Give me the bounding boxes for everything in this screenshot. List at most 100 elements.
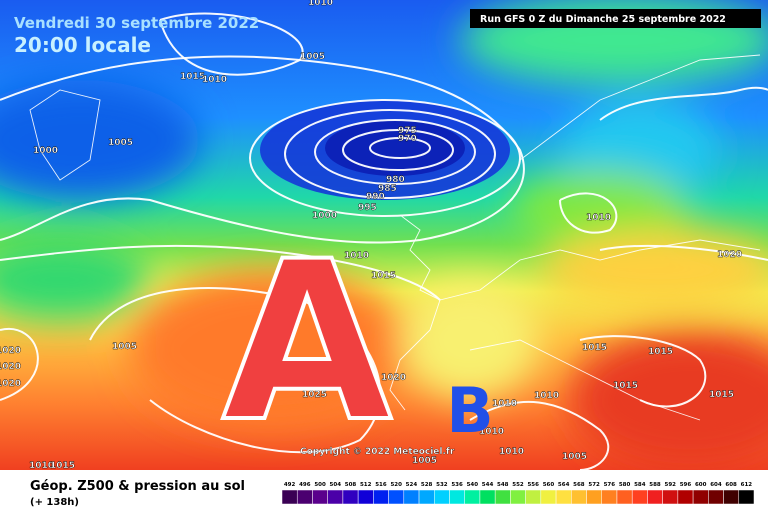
scale-cell — [616, 489, 633, 505]
scale-cell — [342, 489, 359, 505]
scale-cell — [525, 489, 542, 505]
scale-label: 536 — [451, 482, 463, 488]
isobar-label: 1010 — [308, 0, 333, 8]
isobar-label: 1005 — [108, 138, 133, 148]
copyright: Copyright © 2022 Meteociel.fr — [300, 447, 455, 457]
scale-label: 540 — [467, 482, 479, 488]
isobar-label: 1025 — [302, 390, 327, 400]
scale-cell — [281, 489, 298, 505]
scale-label: 612 — [741, 482, 753, 488]
high-pressure-label: A — [222, 214, 392, 470]
isobar-label: 1005 — [562, 452, 587, 462]
isobar-label: 1020 — [0, 362, 21, 372]
isobar-label: 1015 — [582, 343, 607, 353]
isobar-label: 970 — [398, 134, 417, 144]
scale-label: 492 — [284, 482, 296, 488]
low-pressure-label: B — [446, 374, 493, 447]
scale-cell — [555, 489, 572, 505]
isobar-label: 1015 — [709, 390, 734, 400]
isobar-labels: 1010 1015 1010 1005 1005 1000 975 970 98… — [0, 0, 742, 471]
scale-label: 508 — [345, 482, 357, 488]
isobar-label: 1020 — [717, 250, 742, 260]
scale-label: 524 — [406, 482, 418, 488]
scale-label: 588 — [649, 482, 661, 488]
isobar-label: 1005 — [300, 52, 325, 62]
scale-label: 516 — [375, 482, 387, 488]
scale-cell — [494, 489, 511, 505]
forecast-date: Vendredi 30 septembre 2022 — [14, 14, 259, 32]
scale-label: 576 — [604, 482, 616, 488]
scale-label: 548 — [497, 482, 509, 488]
scale-cell — [479, 489, 496, 505]
scale-cell — [586, 489, 602, 505]
isobar-label: 1020 — [0, 379, 21, 389]
isobar-label: 1005 — [112, 342, 137, 352]
scale-label: 596 — [680, 482, 692, 488]
scale-label: 608 — [725, 482, 737, 488]
isobars — [0, 12, 768, 471]
scale-label: 564 — [558, 482, 570, 488]
scale-cell — [571, 489, 587, 505]
scale-label: 552 — [512, 482, 524, 488]
scale-label: 544 — [482, 482, 494, 488]
scale-cell — [434, 489, 450, 505]
scale-label: 604 — [710, 482, 722, 488]
scale-label: 560 — [543, 482, 555, 488]
scale-label: 556 — [527, 482, 539, 488]
scale-label: 592 — [665, 482, 677, 488]
scale-cell — [449, 489, 465, 505]
isobar-label: 1020 — [381, 373, 406, 383]
isobar-label: 985 — [378, 184, 397, 194]
lead-time: (+ 138h) — [30, 497, 79, 508]
isobar-label: 975 — [398, 126, 417, 136]
scale-label: 572 — [588, 482, 600, 488]
scale-label: 512 — [360, 482, 372, 488]
isobar-label: 1015 — [613, 381, 638, 391]
isobar-label: 1010 — [492, 399, 517, 409]
scale-cell — [692, 489, 709, 505]
isobar-label: 1010 — [499, 447, 524, 457]
scale-cell — [296, 489, 313, 505]
isobar-label: 1015 — [50, 461, 75, 471]
scale-label: 496 — [299, 482, 311, 488]
run-info: Run GFS 0 Z du Dimanche 25 septembre 202… — [480, 14, 726, 25]
scale-label: 584 — [634, 482, 646, 488]
scale-cell — [631, 489, 648, 505]
isobar-label: 980 — [386, 175, 405, 185]
scale-label: 520 — [390, 482, 402, 488]
isobar-label: 1015 — [371, 271, 396, 281]
scale-label: 532 — [436, 482, 448, 488]
isobar-label: 995 — [358, 203, 377, 213]
isobar-label: 1020 — [0, 346, 21, 356]
isobar-label: 1010 — [479, 427, 504, 437]
scale-cell — [647, 489, 663, 505]
forecast-time: 20:00 locale — [14, 33, 151, 57]
scale-cell — [373, 489, 389, 505]
scale-cell — [510, 489, 526, 505]
scale-cell — [677, 489, 694, 505]
scale-label: 600 — [695, 482, 707, 488]
isobar-label: 1010 — [202, 75, 227, 85]
scale-label: 504 — [330, 482, 342, 488]
scale-cell — [662, 489, 679, 505]
scale-label: 528 — [421, 482, 433, 488]
isobar-label: 1000 — [33, 146, 58, 156]
scale-cell — [540, 489, 557, 505]
isobar-label: 1010 — [29, 461, 54, 471]
isobar-label: 990 — [366, 192, 385, 202]
isobar-label: 1010 — [344, 251, 369, 261]
scale-cell — [312, 489, 328, 505]
scale-label: 568 — [573, 482, 585, 488]
color-scale: 492 496 500 504 508 512 516 520 524 528 532 536 540 5… — [281, 482, 755, 505]
isobar-label: 1015 — [180, 72, 205, 82]
scale-cell — [327, 489, 344, 505]
scale-cell — [601, 489, 618, 505]
isobar-label: 1000 — [312, 211, 337, 221]
scale-cell — [723, 489, 740, 505]
scale-cell — [708, 489, 724, 505]
map-background — [0, 0, 768, 470]
scale-cell — [738, 489, 755, 505]
isobar-label: 1010 — [534, 391, 559, 401]
